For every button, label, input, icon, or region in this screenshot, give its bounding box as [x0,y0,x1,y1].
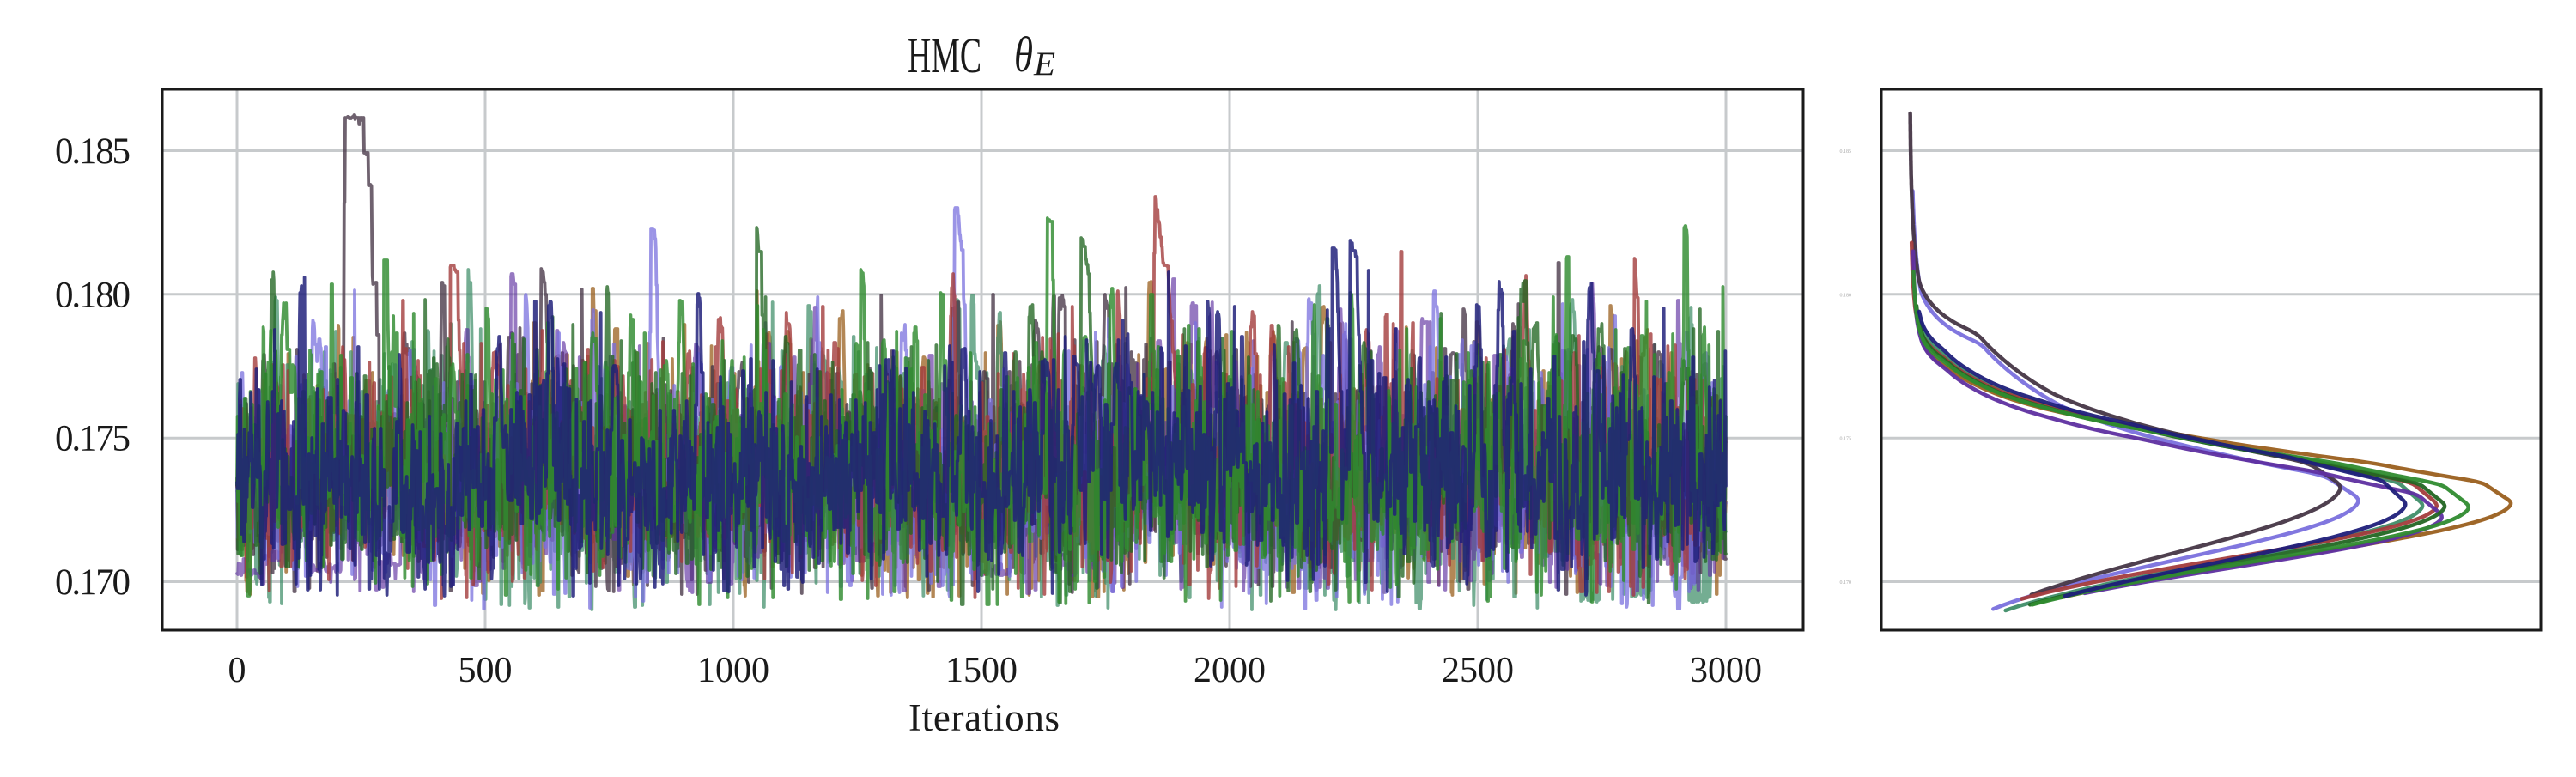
svg-text:0.175: 0.175 [55,419,131,459]
svg-text:2000: 2000 [1194,651,1266,690]
svg-text:1000: 1000 [697,651,769,690]
svg-text:0.185: 0.185 [55,131,131,172]
svg-text:θ: θ [1014,27,1033,82]
svg-text:0.180: 0.180 [1840,293,1852,298]
svg-text:3000: 3000 [1690,651,1762,690]
svg-text:Iterations: Iterations [908,696,1060,739]
svg-text:1500: 1500 [945,651,1018,690]
svg-text:2500: 2500 [1442,651,1514,690]
svg-text:500: 500 [459,651,513,690]
svg-text:0.185: 0.185 [1840,149,1852,155]
svg-text:0.175: 0.175 [1840,437,1852,442]
svg-text:0.170: 0.170 [1840,580,1852,586]
svg-text:0.180: 0.180 [55,275,131,315]
svg-text:HMC: HMC [908,27,981,83]
svg-text:0.170: 0.170 [55,562,131,603]
svg-text:E: E [1033,46,1055,82]
svg-text:0: 0 [228,651,246,690]
